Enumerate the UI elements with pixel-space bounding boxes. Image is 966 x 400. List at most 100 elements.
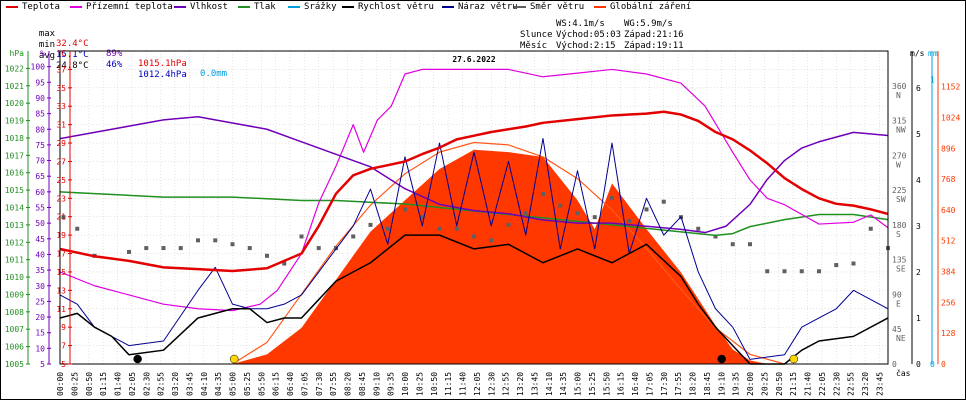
wind-dir-point [489, 238, 494, 243]
x-tick-label: 18:45 [703, 372, 712, 396]
x-tick-label: 16:15 [617, 372, 626, 396]
x-tick-label: 10:50 [430, 372, 439, 396]
x-tick-label: 20:50 [775, 372, 784, 396]
legend-swatch [6, 6, 18, 8]
legend-item: Teplota [6, 2, 60, 13]
humidity-tick-label: 45 [35, 235, 45, 244]
legend-item: Rychlost větru [342, 2, 434, 13]
wind-dir-tick-label: 225 [892, 186, 907, 195]
pressure-tick-label: 1012 [5, 238, 24, 247]
pressure-tick-label: 1019 [5, 117, 24, 126]
x-tick-label: 22:05 [818, 372, 827, 396]
x-tick-label: 15:50 [602, 372, 611, 396]
humidity-tick-label: 60 [35, 188, 45, 197]
info-sun-label: Slunce [520, 30, 553, 40]
wind-speed-line [59, 234, 889, 365]
x-tick-label: 14:35 [559, 372, 568, 396]
sun-moon-marker [229, 354, 239, 364]
x-tick-label: 13:45 [530, 372, 539, 396]
x-tick-label: 22:30 [832, 372, 841, 396]
x-tick-label: 16:40 [631, 372, 640, 396]
stats-max-label: max [38, 29, 56, 39]
wind-dir-point [713, 234, 718, 239]
legend-label: Srážky [304, 2, 337, 12]
radiation-tick-label: 1024 [941, 113, 960, 122]
pressure-tick-label: 1011 [5, 256, 24, 265]
pressure-tick-label: 1015 [5, 186, 24, 195]
legend-item: Srážky [288, 2, 337, 13]
wind-speed-unit-label: m/s [910, 49, 925, 58]
legend-label: Náraz větru [458, 2, 518, 12]
info-moon-label: Měsíc [520, 41, 548, 51]
stats-max-press: 1015.1hPa [138, 59, 187, 69]
sun-moon-marker [717, 354, 726, 364]
legend-swatch [238, 6, 250, 8]
wind-dir-tick-label: 180 [892, 221, 907, 230]
humidity-unit-label: % [40, 49, 45, 58]
x-tick-label: 22:55 [847, 372, 856, 396]
wind-dir-point [661, 199, 666, 204]
wind-dir-tick-label: SW [896, 195, 906, 204]
x-tick-label: 05:00 [229, 372, 238, 396]
stats-min-press: 1012.4hPa [138, 70, 187, 80]
sun-moon-marker [133, 354, 142, 364]
radiation-tick-label: 384 [941, 268, 956, 277]
x-tick-label: 01:15 [99, 372, 108, 396]
info-sun-set: Západ:21:16 [624, 30, 684, 40]
legend-label: Směr větru [530, 2, 585, 12]
wind-dir-point [834, 263, 839, 268]
wind-dir-point [817, 269, 821, 274]
x-tick-label: 17:30 [660, 372, 669, 396]
temperature-tick-label: 13 [56, 286, 66, 295]
humidity-tick-label: 25 [35, 297, 45, 306]
wind-dir-point [230, 242, 235, 247]
pressure-tick-label: 1021 [5, 82, 24, 91]
radiation-tick-label: 640 [941, 206, 956, 215]
radiation-tick-label: 768 [941, 175, 956, 184]
legend-label: Rychlost větru [358, 2, 434, 12]
legend-item: Náraz větru [442, 2, 518, 13]
wind-dir-point [213, 238, 218, 243]
rain-tick-label: 0 [930, 360, 935, 369]
wind-dir-point [730, 242, 735, 247]
x-tick-label: 08:20 [344, 372, 353, 396]
rain-unit-label: mm [928, 49, 938, 58]
wind-dir-point [247, 246, 252, 251]
x-tick-label: 08:45 [358, 372, 367, 396]
stats-avg-label: avg [38, 51, 56, 61]
pressure-tick-label: 1020 [5, 99, 24, 108]
wind-dir-point [506, 222, 511, 227]
temperature-tick-label: 33 [56, 102, 66, 111]
pressure-tick-label: 1014 [5, 204, 24, 213]
temperature-tick-label: 29 [56, 139, 66, 148]
wind-dir-point [282, 261, 287, 266]
humidity-tick-label: 15 [35, 329, 45, 338]
x-tick-label: 14:10 [545, 372, 554, 396]
legend-item: Přízemní teplota [70, 2, 173, 13]
x-tick-label: 11:40 [459, 372, 468, 396]
x-tick-label: 12:30 [487, 372, 496, 396]
wind-dir-point [610, 195, 614, 200]
x-tick-label: 09:10 [372, 372, 381, 396]
wind-dir-point [178, 246, 183, 251]
info-wg: WG:5.9m/s [624, 19, 673, 29]
humidity-tick-label: 55 [35, 204, 45, 213]
wind-dir-tick-label: 90 [892, 290, 902, 299]
wind-dir-point [161, 246, 166, 251]
legend-swatch [594, 6, 606, 8]
temperature-tick-label: 25 [56, 176, 66, 185]
wind-dir-point [748, 242, 752, 247]
pressure-tick-label: 1018 [5, 134, 24, 143]
wind-speed-tick-label: 2 [916, 268, 921, 277]
wind-dir-point [351, 234, 356, 239]
info-moon-rise: Východ:2:15 [556, 41, 616, 51]
stats-avg-row: avg 24.8°C [28, 41, 89, 71]
humidity-tick-label: 65 [35, 172, 45, 181]
pressure-tick-label: 1010 [5, 273, 24, 282]
info-ws: WS:4.1m/s [556, 19, 605, 29]
x-tick-label: 05:50 [257, 372, 266, 396]
wind-dir-point [782, 269, 787, 274]
temperature-tick-label: 27 [56, 157, 66, 166]
wind-dir-point [299, 234, 304, 239]
